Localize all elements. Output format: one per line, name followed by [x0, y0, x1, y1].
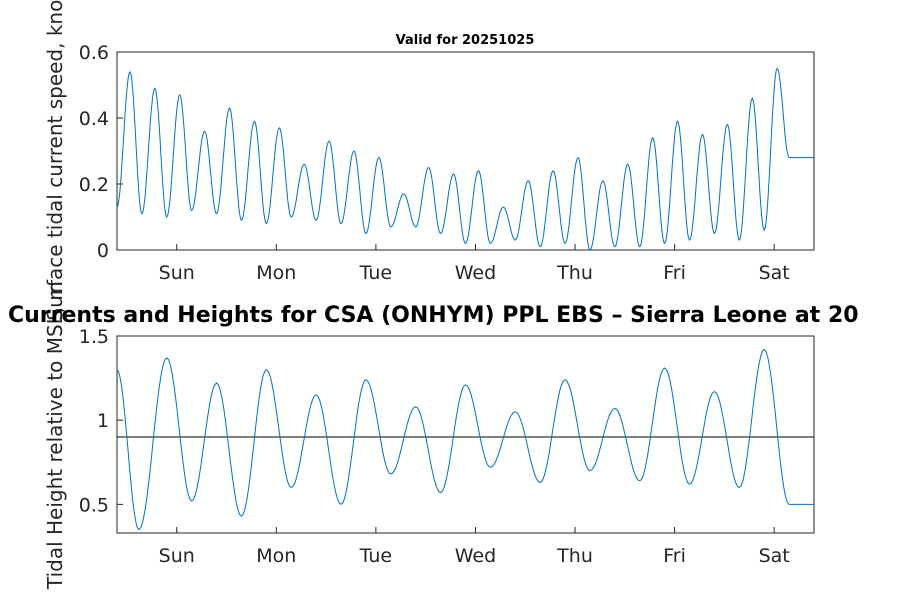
- tidal-height-x-tick-label: Wed: [455, 545, 496, 567]
- tidal-height-plot-area: [116, 335, 815, 534]
- current-speed-x-tick-label: Tue: [359, 262, 392, 284]
- current-speed-y-tick-label: 0.2: [79, 174, 109, 196]
- tidal-height-x-tick-label: Mon: [256, 545, 296, 567]
- current-speed-chart-title: Valid for 20251025: [396, 33, 535, 48]
- tidal-height-x-tick-label: Thu: [556, 545, 593, 567]
- current-speed-y-tick-label: 0.6: [79, 42, 109, 64]
- current-speed-y-tick-label: 0: [97, 240, 109, 262]
- tidal-height-x-tick-label: Fri: [663, 545, 686, 567]
- figure-main-title: Currents and Heights for CSA (ONHYM) PPL…: [8, 303, 859, 328]
- current-speed-plot-area: [116, 51, 815, 251]
- current-speed-x-tick-label: Sun: [159, 262, 195, 284]
- current-speed-x-tick-label: Wed: [455, 262, 496, 284]
- current-speed-y-tick-label: 0.4: [79, 108, 109, 130]
- current-speed-x-tick-label: Sat: [759, 262, 790, 284]
- tidal-height-series-line: [116, 348, 814, 531]
- tidal-height-y-tick-label: 0.5: [79, 494, 109, 516]
- tidal-height-y-axis-label: Tidal Height relative to MSL, m: [43, 281, 67, 590]
- current-speed-x-tick-label: Mon: [256, 262, 296, 284]
- tidal-height-y-tick-label: 1.5: [79, 326, 109, 348]
- tidal-height-x-tick-label: Sun: [159, 545, 195, 567]
- tidal-height-x-tick-label: Tue: [359, 545, 392, 567]
- tidal-height-x-tick-label: Sat: [759, 545, 790, 567]
- current-speed-x-tick-label: Thu: [556, 262, 593, 284]
- tidal-height-chart: 0.5 1 1.5 Sun Mon Tue Wed Thu Fri Sat Tidal Heig…: [8, 281, 859, 590]
- current-speed-x-tick-label: Fri: [663, 262, 686, 284]
- current-speed-series-line: [116, 67, 814, 251]
- tidal-height-y-tick-label: 1: [97, 410, 109, 432]
- current-speed-y-axis-label: Surface tidal current speed, knots: [43, 0, 67, 321]
- current-speed-chart: Valid for 20251025 0 0.2 0.4 0.6 Sun Mon Tue W…: [43, 0, 815, 321]
